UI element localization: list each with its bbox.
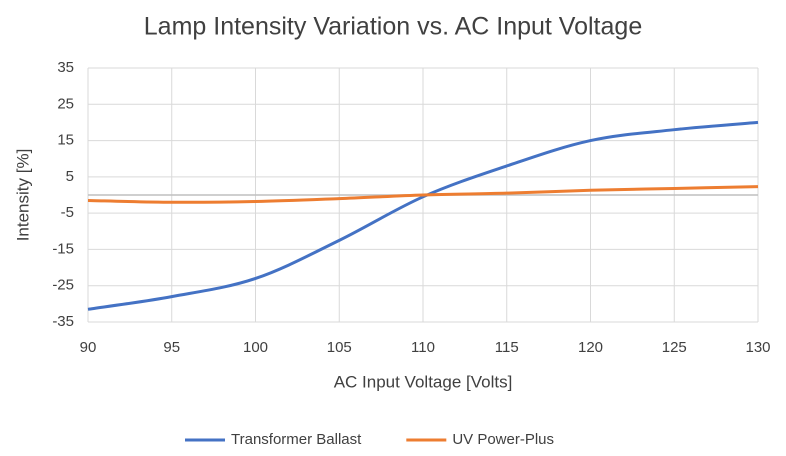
series-line [87, 120, 759, 311]
x-tick-label: 125 [662, 339, 687, 356]
x-tick-label: 110 [411, 339, 435, 356]
y-tick-label: 35 [57, 59, 74, 76]
y-tick-label: -5 [61, 204, 74, 221]
legend-label: Transformer Ballast [231, 431, 362, 448]
legend-label: UV Power-Plus [452, 431, 554, 448]
y-tick-label: -25 [52, 277, 74, 294]
series-line [87, 185, 759, 204]
y-tick-label: -15 [52, 240, 74, 257]
x-tick-label: 130 [745, 339, 770, 356]
y-tick-label: -35 [52, 313, 74, 330]
x-tick-label: 105 [327, 339, 352, 356]
x-tick-label: 90 [80, 339, 97, 356]
y-tick-label: 15 [57, 132, 74, 149]
x-tick-label: 115 [495, 339, 519, 356]
chart-title: Lamp Intensity Variation vs. AC Input Vo… [144, 13, 642, 41]
y-axis-label: Intensity [%] [13, 149, 32, 242]
x-tick-label: 95 [163, 339, 180, 356]
x-tick-label: 100 [243, 339, 268, 356]
y-tick-label: 5 [66, 168, 74, 185]
y-tick-label: 25 [57, 95, 74, 112]
x-axis-label: AC Input Voltage [Volts] [334, 372, 513, 391]
x-tick-label: 120 [578, 339, 603, 356]
